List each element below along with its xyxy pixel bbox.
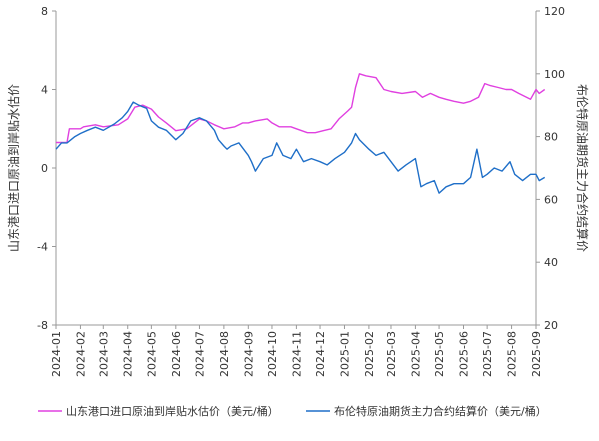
right-axis-ticks: 120 100 80 60 40 20	[536, 5, 565, 332]
x-tick-label: 2024-02	[74, 331, 87, 377]
x-tick-label: 2024-12	[314, 331, 327, 377]
series-lines	[55, 73, 546, 194]
left-tick-label: 0	[41, 162, 48, 175]
left-tick-label: -8	[37, 319, 48, 332]
x-tick-label: 2024-04	[122, 331, 135, 377]
left-tick-label: 8	[41, 5, 48, 18]
left-axis-ticks: 8 4 0 -4 -8	[37, 5, 56, 332]
left-axis-label: 山东港口进口原油到岸贴水估价	[7, 84, 21, 252]
x-tick-label: 2024-07	[193, 331, 206, 377]
plot-area	[56, 11, 536, 325]
x-tick-label: 2025-04	[409, 331, 422, 377]
left-tick-label: 4	[41, 84, 48, 97]
legend: 山东港口进口原油到岸贴水估价（美元/桶） 布伦特原油期货主力合约结算价（美元/桶…	[38, 404, 547, 418]
legend-label-series-2: 布伦特原油期货主力合约结算价（美元/桶）	[334, 404, 547, 418]
x-tick-label: 2024-05	[145, 331, 158, 377]
x-tick-label: 2025-03	[385, 331, 398, 377]
right-axis-label: 布伦特原油期货主力合约结算价	[575, 84, 590, 252]
legend-label-series-1: 山东港口进口原油到岸贴水估价（美元/桶）	[66, 404, 279, 418]
x-tick-label: 2025-01	[338, 331, 351, 377]
right-tick-label: 60	[544, 193, 558, 206]
right-tick-label: 20	[544, 319, 558, 332]
x-tick-label: 2024-11	[290, 331, 303, 377]
x-axis-ticks: 2024-01 2024-02 2024-03 2024-04 2024-05 2024-…	[50, 325, 543, 377]
x-tick-label: 2025-07	[481, 331, 494, 377]
x-tick-label: 2025-09	[530, 331, 543, 377]
x-tick-label: 2025-05	[433, 331, 446, 377]
x-tick-label: 2024-08	[218, 331, 231, 377]
left-tick-label: -4	[37, 241, 48, 254]
x-tick-label: 2024-10	[266, 331, 279, 377]
x-tick-label: 2024-01	[50, 331, 63, 377]
right-tick-label: 80	[544, 131, 558, 144]
right-tick-label: 100	[544, 68, 565, 81]
x-tick-label: 2024-09	[242, 331, 255, 377]
series-line-1	[56, 73, 546, 144]
x-tick-label: 2025-08	[506, 331, 519, 377]
x-tick-label: 2024-03	[97, 331, 110, 377]
x-tick-label: 2025-06	[457, 331, 470, 377]
right-tick-label: 40	[544, 256, 558, 269]
x-tick-label: 2025-02	[363, 331, 376, 377]
series-line-2	[55, 101, 546, 194]
right-tick-label: 120	[544, 5, 565, 18]
x-tick-label: 2024-06	[170, 331, 183, 377]
